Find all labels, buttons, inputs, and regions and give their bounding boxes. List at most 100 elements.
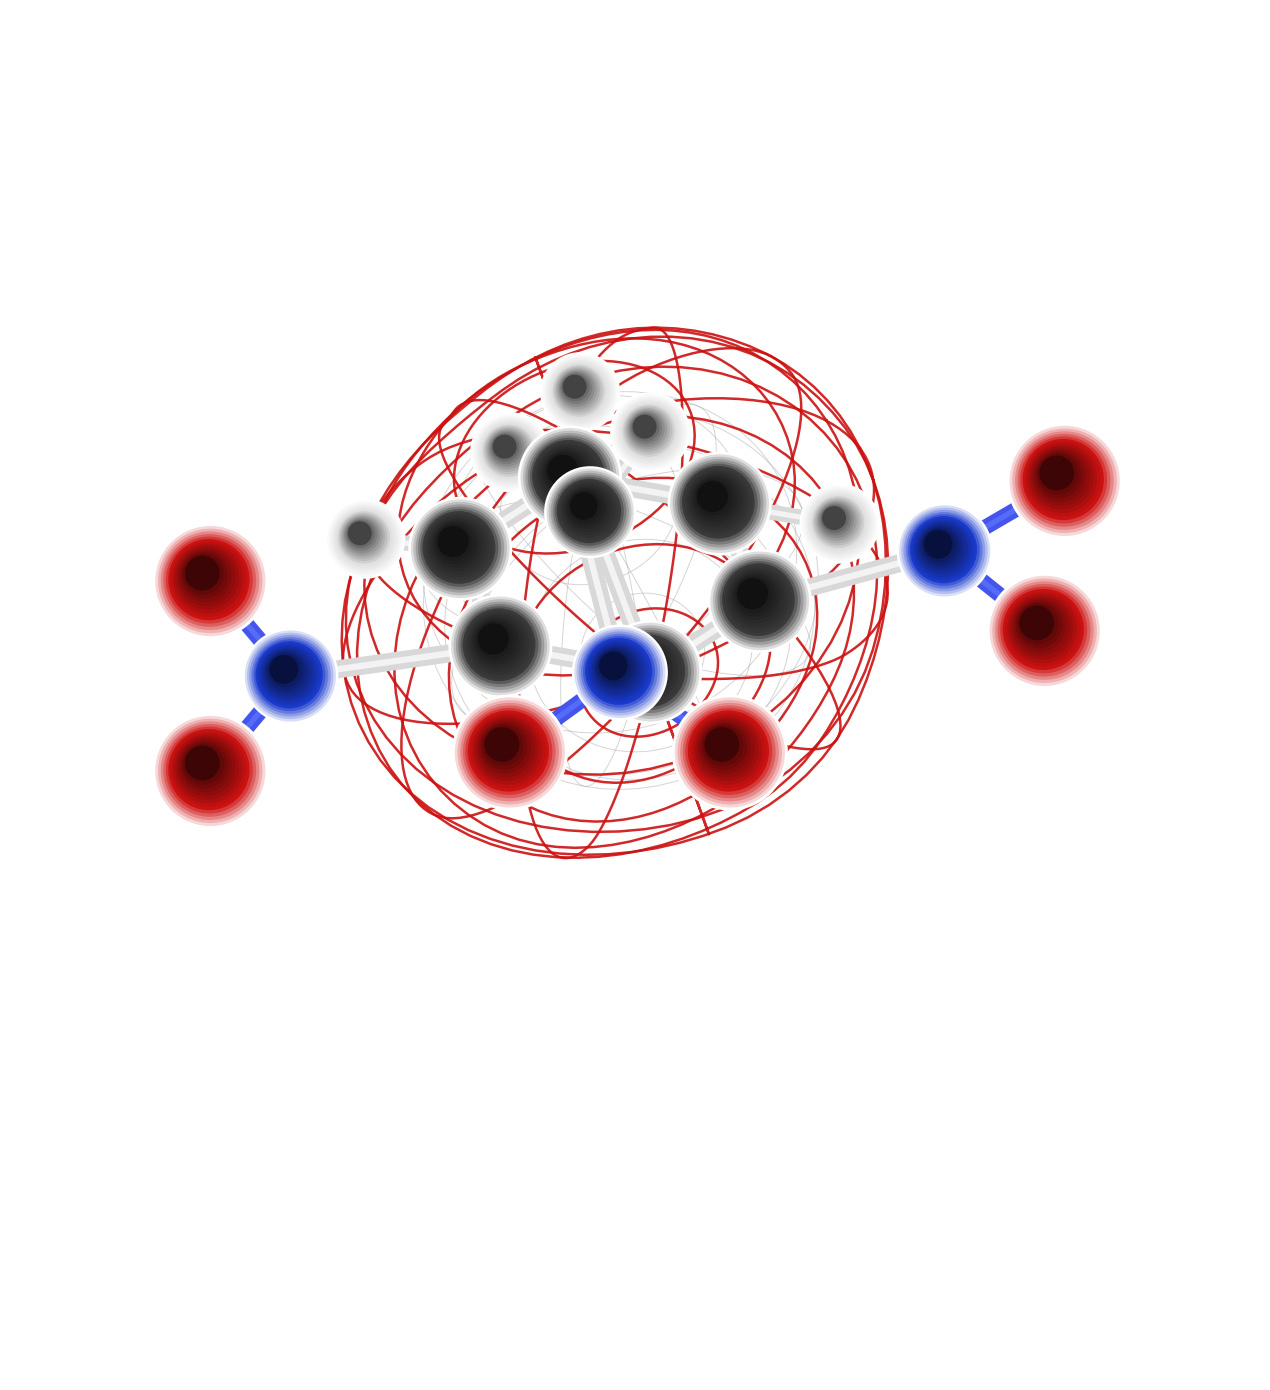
Circle shape	[429, 517, 486, 574]
Circle shape	[626, 407, 669, 452]
Circle shape	[552, 475, 626, 549]
Circle shape	[564, 375, 584, 396]
Circle shape	[1012, 598, 1069, 656]
Circle shape	[493, 735, 498, 741]
Circle shape	[707, 731, 732, 753]
Circle shape	[472, 414, 549, 491]
Circle shape	[693, 478, 735, 520]
Circle shape	[1016, 602, 1062, 648]
Circle shape	[157, 719, 263, 823]
Circle shape	[338, 512, 390, 563]
Circle shape	[178, 548, 235, 606]
Circle shape	[679, 464, 758, 542]
Circle shape	[183, 744, 224, 784]
Circle shape	[455, 698, 565, 808]
Circle shape	[185, 745, 220, 780]
Circle shape	[489, 733, 507, 749]
Circle shape	[448, 594, 552, 698]
Circle shape	[542, 450, 589, 496]
Circle shape	[169, 728, 249, 810]
Circle shape	[702, 486, 712, 498]
Circle shape	[494, 436, 514, 456]
Circle shape	[616, 398, 683, 466]
Circle shape	[735, 577, 772, 613]
Circle shape	[347, 520, 375, 548]
Circle shape	[491, 734, 503, 745]
Circle shape	[570, 492, 598, 520]
Circle shape	[549, 456, 575, 482]
Circle shape	[734, 575, 775, 617]
Circle shape	[1038, 453, 1078, 495]
Circle shape	[273, 659, 288, 674]
Circle shape	[544, 356, 616, 428]
Circle shape	[411, 499, 509, 598]
Circle shape	[808, 491, 871, 555]
Circle shape	[344, 517, 380, 553]
Circle shape	[823, 507, 843, 527]
Circle shape	[1022, 439, 1104, 520]
Circle shape	[424, 513, 493, 581]
Circle shape	[577, 630, 663, 716]
Circle shape	[573, 495, 591, 513]
Circle shape	[621, 403, 677, 459]
Circle shape	[712, 735, 718, 741]
Circle shape	[528, 435, 611, 518]
Circle shape	[467, 613, 530, 676]
Circle shape	[566, 378, 578, 391]
Circle shape	[690, 474, 742, 525]
Circle shape	[192, 562, 203, 574]
Circle shape	[603, 626, 697, 719]
Circle shape	[187, 748, 216, 777]
Circle shape	[479, 721, 531, 774]
Circle shape	[692, 714, 762, 785]
Circle shape	[546, 453, 582, 489]
Circle shape	[343, 516, 382, 556]
Circle shape	[579, 631, 660, 713]
Circle shape	[561, 374, 589, 402]
Circle shape	[1010, 425, 1120, 537]
Circle shape	[919, 525, 963, 569]
Circle shape	[568, 379, 572, 384]
Circle shape	[164, 534, 257, 627]
Circle shape	[451, 596, 550, 695]
Circle shape	[585, 638, 653, 705]
Circle shape	[540, 352, 620, 432]
Circle shape	[166, 727, 253, 813]
Circle shape	[418, 506, 502, 589]
Circle shape	[490, 432, 522, 464]
Circle shape	[928, 534, 942, 549]
Circle shape	[698, 721, 751, 774]
Circle shape	[688, 473, 745, 530]
Circle shape	[183, 555, 224, 595]
Circle shape	[268, 653, 301, 687]
Circle shape	[899, 506, 991, 596]
Circle shape	[610, 392, 690, 473]
Circle shape	[800, 484, 880, 563]
Circle shape	[179, 550, 231, 602]
Circle shape	[546, 359, 613, 425]
Circle shape	[526, 434, 613, 521]
Circle shape	[1007, 594, 1077, 663]
Circle shape	[701, 723, 747, 770]
Circle shape	[155, 716, 265, 826]
Circle shape	[248, 632, 334, 719]
Circle shape	[568, 489, 603, 525]
Circle shape	[470, 713, 546, 788]
Circle shape	[612, 634, 686, 708]
Circle shape	[552, 460, 564, 471]
Circle shape	[483, 425, 535, 477]
Circle shape	[476, 621, 513, 657]
Circle shape	[629, 411, 664, 446]
Circle shape	[1017, 434, 1110, 527]
Circle shape	[615, 637, 682, 705]
Circle shape	[254, 639, 325, 712]
Circle shape	[695, 480, 732, 516]
Circle shape	[613, 396, 686, 468]
Circle shape	[1015, 431, 1114, 530]
Circle shape	[457, 701, 561, 805]
Circle shape	[348, 521, 372, 545]
Circle shape	[1010, 596, 1073, 659]
Circle shape	[152, 523, 268, 639]
Circle shape	[724, 566, 791, 632]
Circle shape	[549, 471, 631, 553]
